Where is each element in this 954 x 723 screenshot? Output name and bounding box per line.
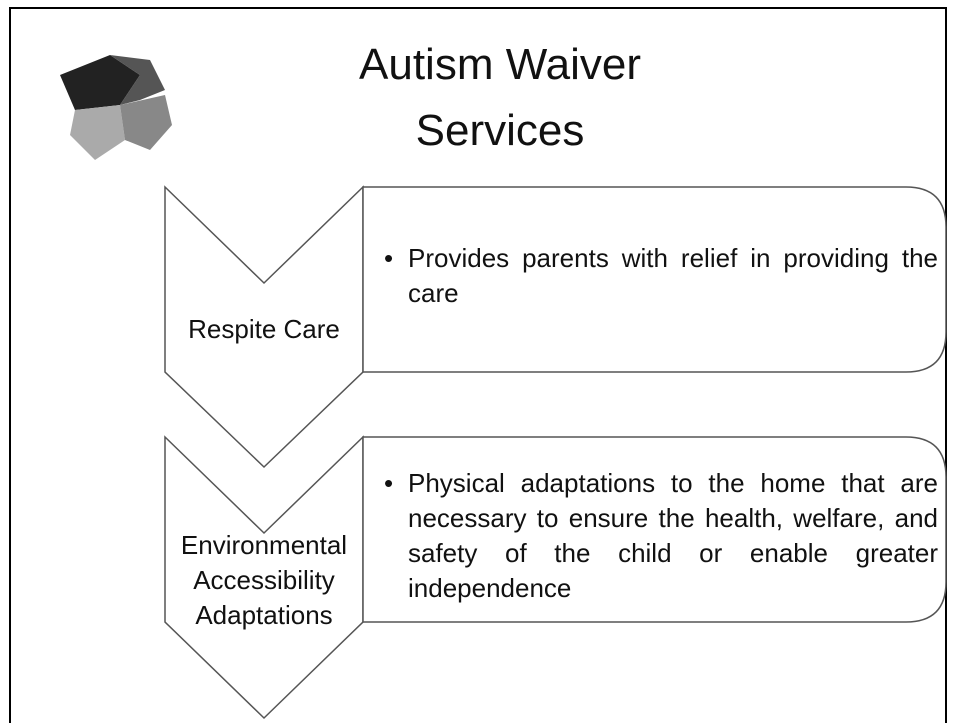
- bullet-item: • Provides parents with relief in provid…: [384, 241, 938, 311]
- bullet-dot: •: [384, 468, 394, 498]
- slide-title: Autism Waiver: [359, 40, 641, 89]
- text-box: [362, 186, 947, 373]
- step-label: Environmental Accessibility Adaptations: [180, 530, 348, 630]
- bullet-text: Provides parents with relief in providin…: [408, 243, 938, 308]
- slide-title: Services: [415, 106, 585, 155]
- step-label: Respite Care: [188, 314, 340, 344]
- text-box: [362, 436, 947, 623]
- bullet-text: Physical adaptations to the home that ar…: [408, 468, 938, 603]
- puzzle-icon: [60, 55, 172, 160]
- bullet-dot: •: [384, 243, 394, 273]
- bullet-item: • Physical adaptations to the home that …: [384, 466, 938, 606]
- slide-frame: [9, 7, 947, 723]
